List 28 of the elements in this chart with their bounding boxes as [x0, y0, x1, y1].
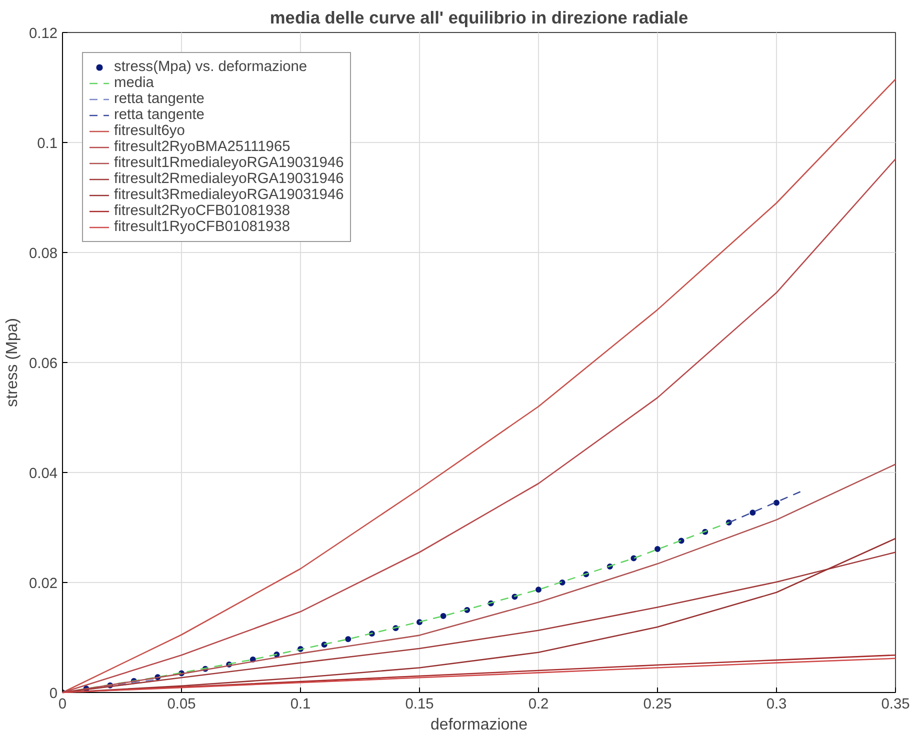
legend-label: fitresult1RmedialeyoRGA19031946	[114, 155, 344, 171]
legend-label: retta tangente	[114, 107, 204, 123]
y-tick-label: 0.08	[28, 246, 58, 262]
x-tick-label: 0.1	[290, 696, 311, 712]
y-tick-label: 0.06	[28, 356, 58, 372]
chart-title: media delle curve all' equilibrio in direzione radiale	[270, 8, 688, 28]
legend-label: fitresult3RmedialeyoRGA19031946	[114, 187, 344, 203]
x-tick-label: 0.35	[881, 696, 910, 712]
y-tick-label: 0.1	[37, 136, 58, 152]
legend-label: stress(Mpa) vs. deformazione	[114, 59, 308, 75]
y-tick-label: 0.02	[28, 576, 58, 592]
legend-label: fitresult2RyoBMA25111965	[114, 139, 290, 155]
x-tick-label: 0.25	[643, 696, 672, 712]
legend-label: fitresult2RyoCFB01081938	[114, 203, 290, 219]
x-tick-label: 0.15	[405, 696, 434, 712]
y-tick-label: 0.04	[28, 466, 58, 482]
legend-label: fitresult2RmedialeyoRGA19031946	[114, 171, 344, 187]
y-axis-title: stress (Mpa)	[4, 318, 21, 407]
legend-label: fitresult6yo	[114, 123, 185, 139]
x-tick-label: 0.2	[528, 696, 549, 712]
legend-label: retta tangente	[114, 91, 204, 107]
y-tick-label: 0.12	[28, 26, 58, 42]
legend-label: media	[114, 75, 154, 91]
x-axis-title: deformazione	[430, 716, 528, 734]
y-tick-label: 0	[49, 686, 58, 702]
x-tick-label: 0.3	[766, 696, 787, 712]
x-tick-label: 0.05	[167, 696, 196, 712]
legend-label: fitresult1RyoCFB01081938	[114, 219, 290, 235]
